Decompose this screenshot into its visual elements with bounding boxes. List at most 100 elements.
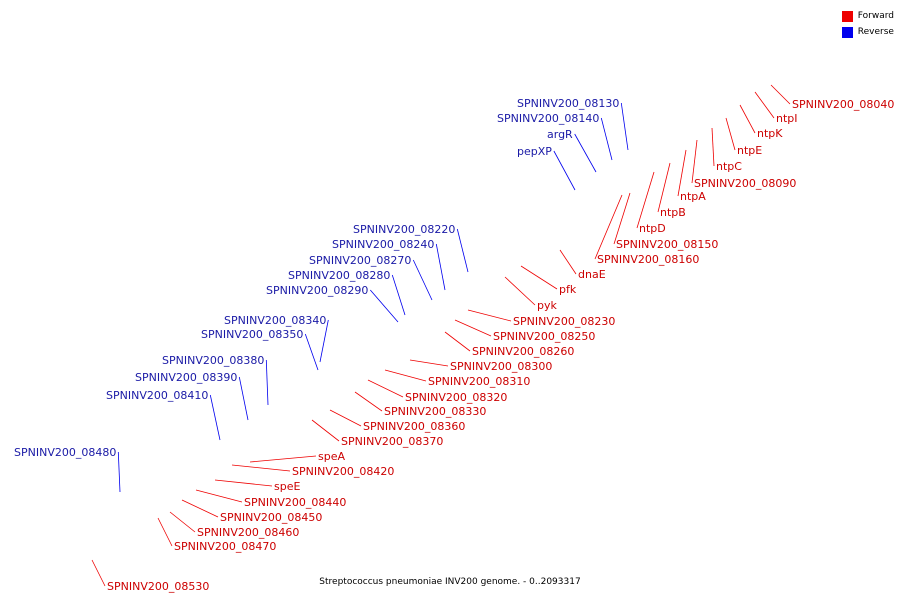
forward-gene-label: SPNINV200_08250 — [493, 330, 595, 343]
forward-gene-label: ntpB — [660, 206, 686, 219]
forward-gene-label: SPNINV200_08230 — [513, 315, 615, 328]
reverse-gene-label: SPNINV200_08480 — [14, 446, 116, 459]
forward-gene-label: SPNINV200_08160 — [597, 253, 699, 266]
leader-line — [613, 192, 631, 245]
leader-line — [384, 369, 427, 382]
leader-line — [409, 359, 449, 367]
legend-forward-label: Forward — [857, 11, 894, 21]
leader-line — [369, 289, 399, 323]
forward-gene-label: ntpA — [680, 190, 706, 203]
leader-line — [311, 419, 340, 442]
forward-gene-label: speA — [318, 450, 345, 463]
reverse-gene-label: SPNINV200_08390 — [135, 371, 237, 384]
forward-gene-label: pfk — [559, 283, 577, 296]
forward-gene-label: SPNINV200_08310 — [428, 375, 530, 388]
reverse-gene-label: SPNINV200_08340 — [224, 314, 326, 327]
legend: Forward Reverse — [841, 8, 894, 40]
forward-gene-label: ntpK — [757, 127, 783, 140]
reverse-gene-label: SPNINV200_08410 — [106, 389, 208, 402]
reverse-gene-label: SPNINV200_08140 — [497, 112, 599, 125]
reverse-gene-label: SPNINV200_08240 — [332, 238, 434, 251]
leader-line — [677, 149, 687, 197]
leader-line — [181, 499, 219, 518]
forward-gene-label: SPNINV200_08330 — [384, 405, 486, 418]
leader-line — [754, 91, 775, 119]
legend-reverse-label: Reverse — [857, 27, 894, 37]
reverse-gene-label: SPNINV200_08290 — [266, 284, 368, 297]
forward-gene-label: ntpI — [776, 112, 798, 125]
leader-line — [367, 379, 404, 398]
leader-line — [91, 559, 106, 587]
forward-gene-label: ntpE — [737, 144, 762, 157]
genome-caption: Streptococcus pneumoniae INV200 genome. … — [319, 577, 581, 587]
leader-line — [574, 133, 597, 173]
reverse-gene-label: SPNINV200_08220 — [353, 223, 455, 236]
leader-line — [454, 319, 492, 337]
leader-line — [117, 451, 121, 493]
leader-line — [157, 517, 173, 547]
forward-gene-label: speE — [274, 480, 300, 493]
leader-line — [412, 259, 433, 301]
legend-forward: Forward — [841, 8, 894, 24]
leader-line — [636, 171, 655, 229]
leader-line — [520, 265, 558, 290]
reverse-gene-label: SPNINV200_08380 — [162, 354, 264, 367]
leader-line — [238, 376, 249, 421]
leader-line — [249, 455, 317, 463]
forward-swatch — [841, 10, 853, 22]
leader-line — [304, 333, 319, 371]
forward-gene-label: pyk — [537, 299, 557, 312]
leader-line — [691, 139, 698, 184]
leader-line — [467, 309, 512, 322]
forward-gene-label: ntpD — [639, 222, 666, 235]
leader-line — [711, 127, 715, 167]
forward-gene-label: SPNINV200_08370 — [341, 435, 443, 448]
reverse-gene-label: argR — [547, 128, 573, 141]
leader-line — [739, 104, 756, 134]
leader-line — [435, 243, 446, 291]
leader-line — [195, 489, 243, 503]
leader-line — [620, 102, 629, 151]
leader-line — [265, 359, 269, 406]
reverse-gene-label: SPNINV200_08130 — [517, 97, 619, 110]
forward-gene-label: SPNINV200_08320 — [405, 391, 507, 404]
leader-line — [214, 479, 273, 487]
forward-gene-label: SPNINV200_08420 — [292, 465, 394, 478]
leader-line — [553, 150, 576, 191]
legend-reverse: Reverse — [841, 24, 894, 40]
leader-line — [456, 228, 469, 273]
leader-line — [504, 276, 536, 306]
leader-line — [444, 331, 471, 352]
forward-gene-label: SPNINV200_08300 — [450, 360, 552, 373]
leader-line — [231, 464, 291, 472]
leader-line — [725, 117, 736, 151]
forward-gene-label: SPNINV200_08090 — [694, 177, 796, 190]
forward-gene-label: SPNINV200_08460 — [197, 526, 299, 539]
forward-gene-label: SPNINV200_08260 — [472, 345, 574, 358]
forward-gene-label: SPNINV200_08470 — [174, 540, 276, 553]
leader-line — [657, 162, 671, 213]
forward-gene-label: SPNINV200_08360 — [363, 420, 465, 433]
forward-gene-label: SPNINV200_08150 — [616, 238, 718, 251]
reverse-gene-label: pepXP — [517, 145, 552, 158]
leader-line — [209, 394, 221, 441]
forward-gene-label: dnaE — [578, 268, 606, 281]
reverse-swatch — [841, 26, 853, 38]
reverse-gene-label: SPNINV200_08280 — [288, 269, 390, 282]
reverse-gene-label: SPNINV200_08270 — [309, 254, 411, 267]
leader-line — [329, 409, 362, 427]
forward-gene-label: SPNINV200_08530 — [107, 580, 209, 593]
leader-line — [354, 391, 383, 412]
leader-line — [319, 319, 329, 363]
forward-gene-label: SPNINV200_08040 — [792, 98, 894, 111]
leader-line — [600, 117, 613, 161]
leader-line — [559, 249, 577, 275]
leader-line — [770, 84, 791, 105]
leader-line — [594, 194, 623, 260]
forward-gene-label: ntpC — [716, 160, 742, 173]
leader-line — [169, 511, 196, 533]
forward-gene-label: SPNINV200_08440 — [244, 496, 346, 509]
reverse-gene-label: SPNINV200_08350 — [201, 328, 303, 341]
